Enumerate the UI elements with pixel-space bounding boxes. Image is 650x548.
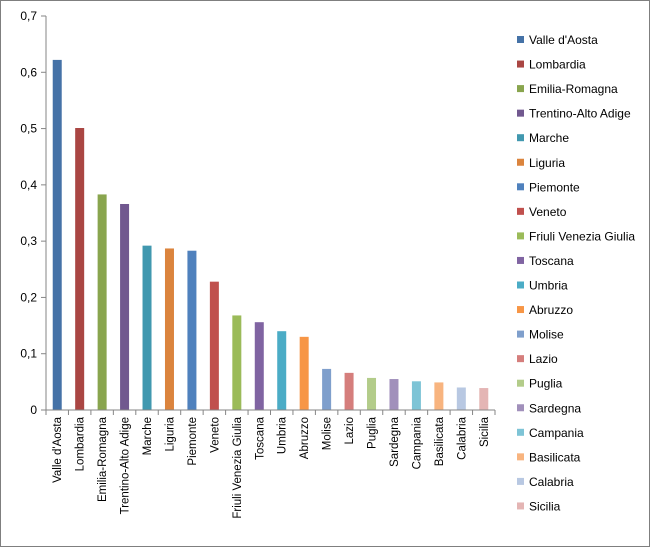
bar — [322, 368, 332, 410]
legend-swatch — [517, 404, 524, 412]
legend-swatch — [517, 379, 524, 387]
bar — [164, 248, 174, 410]
bar — [75, 128, 85, 410]
bar — [232, 315, 242, 410]
bar — [299, 336, 309, 410]
x-tick-label: Emilia-Romagna — [97, 416, 109, 502]
x-tick-label: Liguria — [164, 416, 176, 451]
legend-swatch — [517, 36, 524, 43]
bar — [344, 372, 354, 410]
y-tick-label: 0,7 — [20, 9, 37, 23]
legend-swatch — [517, 453, 524, 461]
x-tick-label: Campania — [411, 416, 423, 469]
bar — [277, 331, 287, 410]
x-axis: Valle d'Aosta Lombardia Emilia-Romagna Tren… — [45, 409, 496, 519]
legend-label: Toscana — [529, 254, 574, 268]
bar — [434, 382, 444, 410]
legend-label: Lazio — [529, 352, 558, 366]
y-tick-label: 0 — [30, 403, 37, 417]
legend-label: Umbria — [529, 279, 568, 293]
legend-label: Emilia-Romagna — [529, 82, 618, 96]
legend-label: Lombardia — [529, 58, 586, 72]
legend-swatch — [517, 85, 524, 93]
legend: Valle d'Aosta Lombardia Emilia-Romagna Tren… — [517, 33, 635, 513]
bar — [479, 388, 489, 410]
y-tick-label: 0,3 — [20, 234, 37, 248]
x-tick-label: Friuli Venezia Giulia — [232, 416, 244, 518]
bar — [52, 59, 62, 410]
bar — [456, 387, 466, 410]
bar — [389, 379, 399, 410]
legend-label: Campania — [529, 426, 584, 440]
legend-label: Liguria — [529, 156, 565, 170]
x-tick-label: Trentino-Alto Adige — [120, 417, 132, 514]
legend-label: Piemonte — [529, 180, 580, 194]
x-tick-label: Molise — [322, 417, 334, 450]
x-tick-label: Lazio — [344, 417, 356, 445]
y-tick-label: 0,6 — [20, 65, 37, 79]
legend-swatch — [517, 330, 524, 338]
x-tick-label: Toscana — [254, 416, 266, 459]
x-tick-label: Sicilia — [479, 416, 491, 447]
legend-label: Valle d'Aosta — [529, 33, 598, 47]
bar — [120, 203, 130, 410]
y-tick-label: 0,2 — [20, 290, 37, 304]
y-tick-label: 0,4 — [20, 178, 37, 192]
legend-swatch — [517, 477, 524, 485]
x-tick-label: Abruzzo — [299, 417, 311, 459]
legend-label: Calabria — [529, 475, 574, 489]
x-tick-label: Umbria — [277, 416, 289, 454]
x-tick-label: Basilicata — [434, 416, 446, 466]
legend-label: Sicilia — [529, 499, 561, 513]
y-tick-label: 0,5 — [20, 122, 37, 136]
legend-swatch — [517, 60, 524, 68]
legend-swatch — [517, 256, 524, 264]
y-tick-label: 0,1 — [20, 347, 37, 361]
legend-swatch — [517, 355, 524, 363]
legend-label: Sardegna — [529, 401, 581, 415]
legend-swatch — [517, 109, 524, 117]
legend-swatch — [517, 158, 524, 166]
legend-label: Basilicata — [529, 450, 581, 464]
x-tick-label: Calabria — [456, 416, 468, 459]
legend-label: Veneto — [529, 205, 567, 219]
bars — [52, 59, 489, 410]
bar — [187, 250, 197, 410]
legend-label: Trentino-Alto Adige — [529, 107, 631, 121]
legend-label: Molise — [529, 328, 564, 342]
legend-swatch — [517, 306, 524, 314]
legend-swatch — [517, 502, 524, 510]
legend-label: Friuli Venezia Giulia — [529, 229, 635, 243]
y-axis: 0 0,1 0,2 0,3 0,4 0,5 0,6 0,7 — [20, 9, 47, 417]
bar — [142, 245, 152, 410]
x-tick-label: Sardegna — [389, 416, 401, 466]
x-tick-label: Puglia — [367, 416, 379, 449]
x-tick-label: Valle d'Aosta — [52, 416, 64, 483]
legend-label: Marche — [529, 131, 569, 145]
x-tick-label: Marche — [142, 417, 154, 455]
bar — [367, 377, 377, 410]
bar — [97, 194, 107, 410]
legend-swatch — [517, 232, 524, 240]
legend-swatch — [517, 183, 524, 191]
legend-swatch — [517, 134, 524, 142]
legend-label: Abruzzo — [529, 303, 573, 317]
bar — [254, 322, 264, 410]
bar — [209, 281, 219, 410]
x-tick-label: Lombardia — [75, 416, 87, 471]
bar — [411, 381, 421, 410]
legend-label: Puglia — [529, 377, 563, 391]
x-tick-label: Veneto — [209, 417, 221, 453]
x-tick-label: Piemonte — [187, 417, 199, 466]
legend-swatch — [517, 281, 524, 289]
legend-swatch — [517, 207, 524, 215]
legend-swatch — [517, 428, 524, 436]
